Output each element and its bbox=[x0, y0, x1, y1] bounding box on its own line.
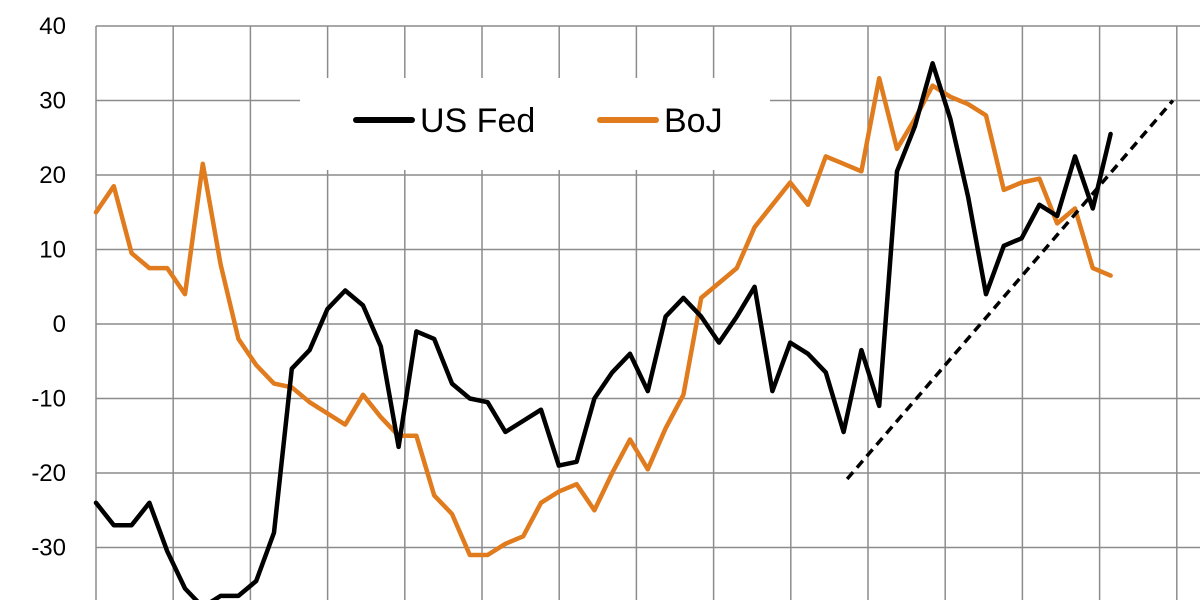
y-axis-ticks: 40 30 20 10 0 -10 -20 -30 bbox=[31, 13, 66, 562]
y-tick-label: 0 bbox=[53, 311, 66, 338]
series-line-us-fed bbox=[93, 61, 1113, 600]
legend-label-boj: BoJ bbox=[664, 102, 723, 140]
legend-background bbox=[300, 78, 770, 170]
legend-label-us-fed: US Fed bbox=[420, 102, 535, 140]
y-tick-label: 30 bbox=[39, 88, 66, 115]
y-tick-label: 20 bbox=[39, 162, 66, 189]
trendline-dashed bbox=[845, 99, 1175, 481]
y-tick-label: 10 bbox=[39, 237, 66, 264]
y-tick-label: 40 bbox=[39, 13, 66, 40]
y-tick-label: -20 bbox=[31, 460, 66, 487]
legend: US Fed BoJ bbox=[353, 102, 723, 140]
series-layer bbox=[93, 61, 1175, 600]
y-tick-label: -30 bbox=[31, 535, 66, 562]
y-tick-label: -10 bbox=[31, 386, 66, 413]
